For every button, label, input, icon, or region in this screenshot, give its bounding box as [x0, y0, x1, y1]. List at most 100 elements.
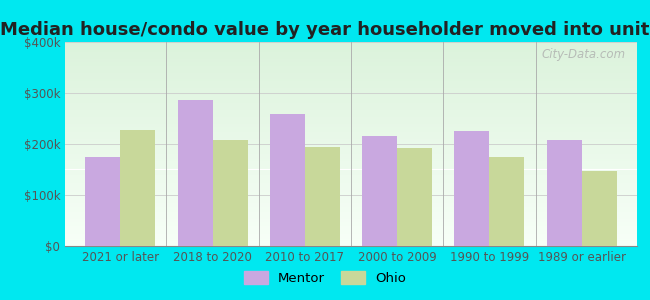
Bar: [65, 203, 637, 205]
Bar: [65, 95, 637, 96]
Bar: [65, 80, 637, 81]
Bar: [65, 127, 637, 129]
Bar: [65, 47, 637, 49]
Bar: [65, 88, 637, 90]
Bar: [65, 52, 637, 54]
Bar: [65, 207, 637, 208]
Bar: [65, 238, 637, 239]
Bar: [65, 45, 637, 47]
Bar: [65, 220, 637, 222]
Bar: [65, 227, 637, 229]
Bar: [65, 115, 637, 117]
Bar: [65, 178, 637, 180]
Bar: [65, 182, 637, 183]
Bar: [65, 44, 637, 45]
Bar: [65, 192, 637, 193]
Bar: [65, 197, 637, 198]
Bar: [65, 59, 637, 61]
Bar: [65, 146, 637, 147]
Bar: [454, 131, 489, 246]
Bar: [65, 210, 637, 212]
Bar: [65, 183, 637, 185]
Bar: [65, 132, 637, 134]
Bar: [65, 93, 637, 95]
Bar: [65, 144, 637, 146]
Bar: [65, 120, 637, 122]
Bar: [65, 185, 637, 187]
Bar: [65, 208, 637, 210]
Bar: [65, 129, 637, 130]
Bar: [65, 214, 637, 215]
Bar: [65, 112, 637, 113]
Bar: [65, 152, 637, 154]
Bar: [65, 205, 637, 207]
Bar: [362, 136, 397, 246]
Bar: [65, 117, 637, 118]
Bar: [65, 125, 637, 127]
Bar: [65, 187, 637, 188]
Bar: [65, 118, 637, 120]
Bar: [65, 169, 637, 171]
Bar: [65, 154, 637, 156]
Bar: [65, 50, 637, 52]
Bar: [65, 113, 637, 115]
Bar: [65, 105, 637, 106]
Bar: [65, 96, 637, 98]
Bar: [65, 232, 637, 234]
Bar: [65, 190, 637, 192]
Bar: [65, 243, 637, 244]
Bar: [65, 151, 637, 152]
Bar: [65, 241, 637, 243]
Bar: [65, 175, 637, 176]
Bar: [65, 156, 637, 158]
Bar: [65, 193, 637, 195]
Bar: [270, 114, 305, 246]
Bar: [65, 219, 637, 220]
Bar: [65, 91, 637, 93]
Bar: [65, 42, 637, 44]
Bar: [65, 195, 637, 197]
Bar: [65, 136, 637, 137]
Bar: [65, 142, 637, 144]
Bar: [65, 103, 637, 105]
Bar: [305, 146, 340, 246]
Bar: [65, 188, 637, 190]
Bar: [85, 157, 120, 246]
Bar: [547, 140, 582, 246]
Bar: [65, 130, 637, 132]
Bar: [65, 68, 637, 69]
Bar: [65, 231, 637, 233]
Bar: [65, 98, 637, 100]
Bar: [65, 85, 637, 86]
Bar: [65, 202, 637, 203]
Bar: [65, 106, 637, 108]
Bar: [65, 76, 637, 78]
Bar: [65, 229, 637, 231]
Bar: [65, 64, 637, 66]
Bar: [65, 134, 637, 136]
Legend: Mentor, Ohio: Mentor, Ohio: [239, 266, 411, 290]
Bar: [65, 49, 637, 50]
Bar: [65, 166, 637, 168]
Bar: [65, 69, 637, 71]
Bar: [65, 54, 637, 56]
Bar: [65, 236, 637, 238]
Bar: [65, 110, 637, 112]
Bar: [177, 100, 213, 246]
Bar: [120, 130, 155, 246]
Bar: [65, 173, 637, 175]
Text: Median house/condo value by year householder moved into unit: Median house/condo value by year househo…: [0, 21, 650, 39]
Bar: [65, 158, 637, 159]
Bar: [65, 61, 637, 62]
Bar: [65, 86, 637, 88]
Bar: [65, 161, 637, 163]
Bar: [65, 73, 637, 74]
Bar: [489, 157, 525, 246]
Bar: [65, 108, 637, 110]
Bar: [65, 139, 637, 141]
Bar: [65, 149, 637, 151]
Bar: [65, 90, 637, 91]
Bar: [65, 163, 637, 164]
Bar: [65, 180, 637, 182]
Bar: [65, 200, 637, 202]
